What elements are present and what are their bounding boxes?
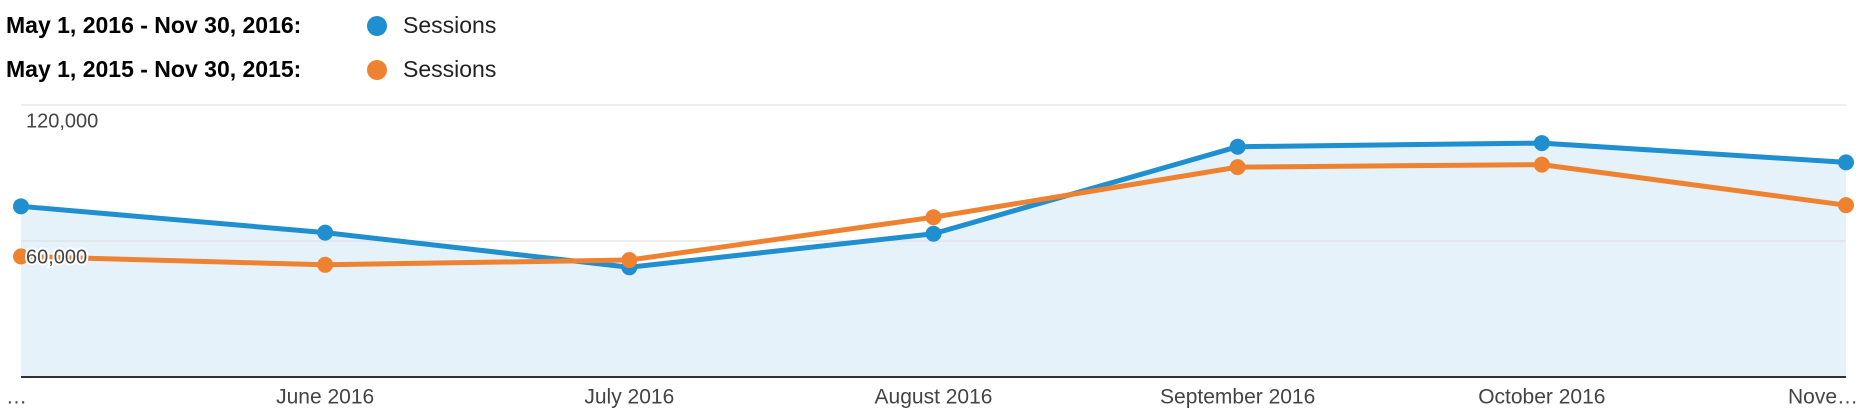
x-tick-label: August 2016 xyxy=(875,386,993,409)
x-tick-label: September 2016 xyxy=(1160,386,1315,409)
point xyxy=(925,225,942,242)
legend-swatch xyxy=(367,60,387,80)
legend-period: May 1, 2016 - Nov 30, 2016: xyxy=(6,12,301,38)
point xyxy=(621,252,638,269)
point xyxy=(1533,156,1550,173)
point xyxy=(1838,154,1854,171)
point xyxy=(13,198,29,215)
legend-label: Sessions xyxy=(403,12,496,38)
area xyxy=(21,143,1846,377)
x-tick-label: June 2016 xyxy=(276,386,374,409)
legend-period: May 1, 2015 - Nov 30, 2015: xyxy=(6,56,301,82)
point xyxy=(317,256,334,273)
x-tick-label: October 2016 xyxy=(1478,386,1605,409)
point xyxy=(925,209,942,226)
point xyxy=(1838,197,1854,214)
point xyxy=(1229,159,1246,176)
point xyxy=(1229,138,1246,155)
x-tick-label: July 2016 xyxy=(584,386,674,409)
y-tick-label: 120,000 xyxy=(26,110,98,132)
point xyxy=(317,224,334,241)
x-tick-label: … xyxy=(6,386,27,409)
legend-label: Sessions xyxy=(403,56,496,82)
point xyxy=(1533,135,1550,152)
y-tick-label: 60,000 xyxy=(26,246,87,268)
x-tick-label: Nove… xyxy=(1788,386,1858,409)
point xyxy=(13,248,29,265)
legend-swatch xyxy=(367,16,387,36)
